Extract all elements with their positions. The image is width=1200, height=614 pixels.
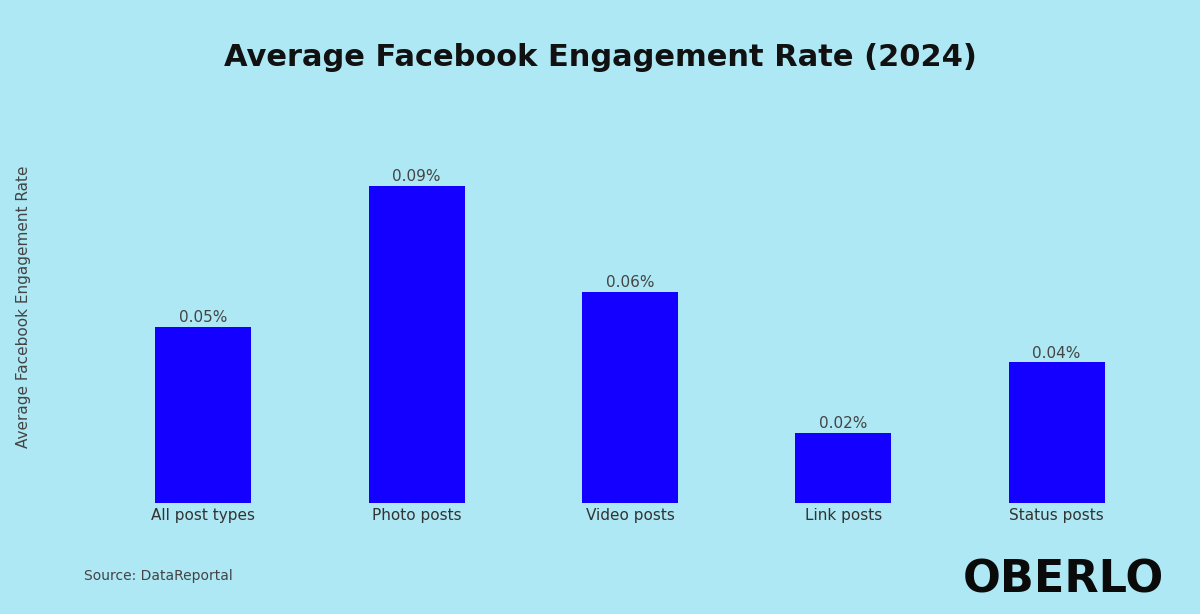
- Text: Average Facebook Engagement Rate (2024): Average Facebook Engagement Rate (2024): [223, 43, 977, 72]
- Bar: [368, 186, 464, 503]
- Text: Source: DataReportal: Source: DataReportal: [84, 569, 233, 583]
- Text: Average Facebook Engagement Rate: Average Facebook Engagement Rate: [17, 166, 31, 448]
- Text: 0.02%: 0.02%: [820, 416, 868, 431]
- Text: OBERLO: OBERLO: [962, 559, 1164, 602]
- Bar: [796, 433, 892, 503]
- Bar: [1008, 362, 1104, 503]
- Bar: [582, 292, 678, 503]
- Bar: [156, 327, 252, 503]
- Text: 0.04%: 0.04%: [1032, 346, 1081, 360]
- Text: 0.09%: 0.09%: [392, 169, 440, 184]
- Text: 0.05%: 0.05%: [179, 311, 228, 325]
- Text: 0.06%: 0.06%: [606, 275, 654, 290]
